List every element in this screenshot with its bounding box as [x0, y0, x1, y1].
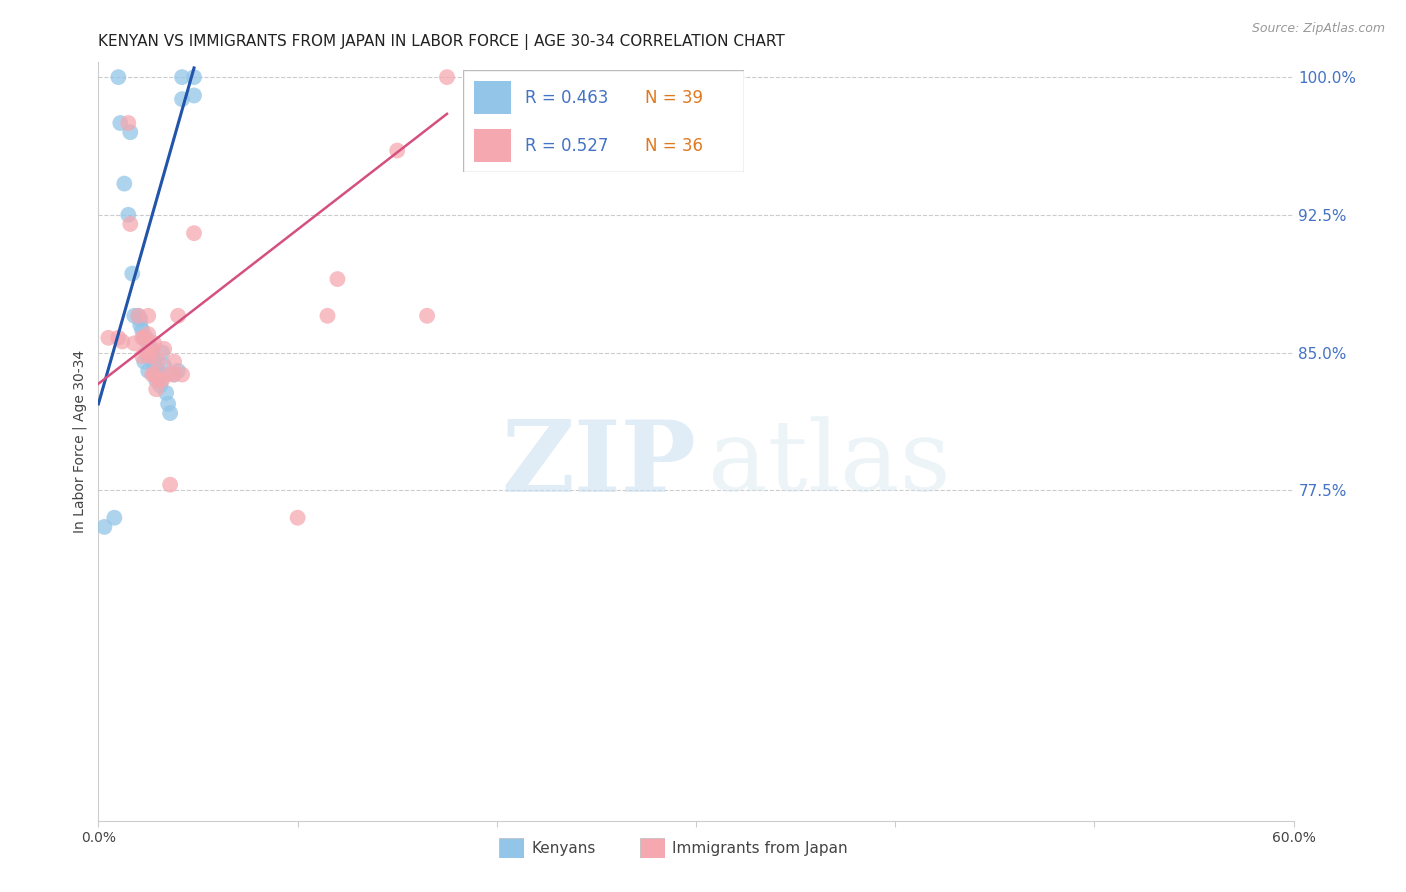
Text: Kenyans: Kenyans — [531, 841, 596, 855]
Point — [436, 70, 458, 84]
Point — [136, 349, 159, 363]
Point — [111, 334, 134, 349]
Point — [117, 208, 139, 222]
Point — [134, 331, 156, 345]
Point — [172, 92, 194, 106]
Point — [163, 354, 186, 368]
Point — [131, 331, 153, 345]
Point — [124, 336, 146, 351]
Point — [136, 336, 159, 351]
Point — [120, 217, 142, 231]
Point — [148, 354, 170, 368]
Text: Source: ZipAtlas.com: Source: ZipAtlas.com — [1251, 22, 1385, 36]
Point — [127, 309, 149, 323]
Point — [139, 349, 162, 363]
Point — [107, 70, 129, 84]
Point — [129, 318, 152, 332]
Point — [143, 360, 166, 375]
Point — [121, 267, 143, 281]
Point — [159, 406, 181, 420]
Point — [107, 331, 129, 345]
Point — [157, 368, 180, 382]
Point — [110, 116, 132, 130]
Point — [141, 368, 163, 382]
Point — [157, 397, 180, 411]
Point — [149, 373, 172, 387]
Point — [136, 327, 159, 342]
Point — [139, 342, 162, 356]
Point — [124, 309, 146, 323]
Point — [159, 477, 181, 491]
Point — [129, 312, 152, 326]
Point — [416, 309, 439, 323]
Point — [141, 349, 163, 363]
Point — [134, 331, 156, 345]
Point — [120, 125, 142, 139]
Point — [385, 144, 409, 158]
Point — [183, 226, 205, 240]
Point — [135, 345, 157, 359]
Point — [153, 342, 176, 356]
Point — [127, 309, 149, 323]
Point — [143, 336, 166, 351]
Point — [148, 373, 170, 387]
Point — [141, 345, 163, 359]
Point — [150, 345, 173, 359]
Point — [134, 354, 156, 368]
Point — [141, 342, 163, 356]
Point — [326, 272, 349, 286]
Text: KENYAN VS IMMIGRANTS FROM JAPAN IN LABOR FORCE | AGE 30-34 CORRELATION CHART: KENYAN VS IMMIGRANTS FROM JAPAN IN LABOR… — [98, 34, 785, 50]
Point — [287, 510, 309, 524]
Point — [103, 510, 125, 524]
Point — [183, 88, 205, 103]
Point — [145, 373, 167, 387]
Point — [172, 70, 194, 84]
Point — [167, 364, 190, 378]
Point — [131, 323, 153, 337]
Point — [167, 309, 190, 323]
Point — [93, 520, 115, 534]
Point — [153, 359, 176, 373]
Point — [135, 331, 157, 345]
Point — [117, 116, 139, 130]
Point — [150, 373, 173, 387]
Text: atlas: atlas — [709, 417, 950, 512]
Point — [97, 331, 120, 345]
Point — [149, 378, 172, 392]
Text: Immigrants from Japan: Immigrants from Japan — [672, 841, 848, 855]
Point — [143, 354, 166, 368]
Point — [163, 368, 186, 382]
Point — [172, 368, 194, 382]
Point — [316, 309, 339, 323]
Text: ZIP: ZIP — [501, 416, 696, 513]
Point — [145, 382, 167, 396]
Point — [131, 349, 153, 363]
Point — [136, 309, 159, 323]
Point — [163, 368, 186, 382]
Y-axis label: In Labor Force | Age 30-34: In Labor Force | Age 30-34 — [73, 350, 87, 533]
Point — [136, 364, 159, 378]
Point — [183, 70, 205, 84]
Point — [143, 368, 166, 382]
Point — [112, 177, 135, 191]
Point — [148, 364, 170, 378]
Point — [155, 385, 177, 400]
